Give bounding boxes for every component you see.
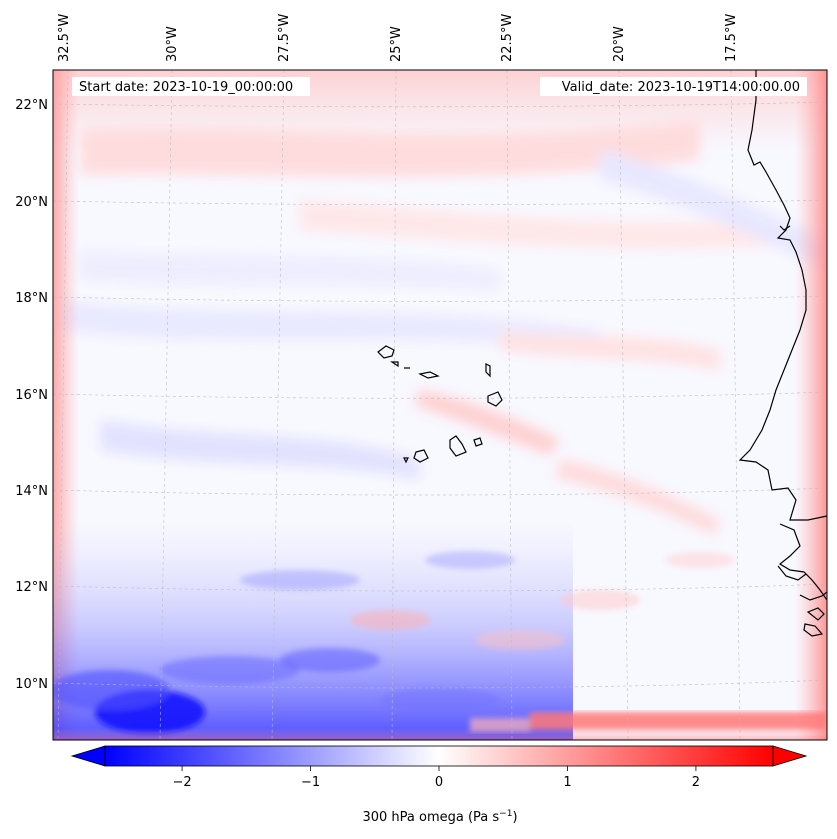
longitude-labels: 32.5°W 30°W 27.5°W 25°W 22.5°W 20°W 17.5…: [57, 14, 739, 62]
lon-label: 22.5°W: [500, 14, 515, 62]
colorbar-title: 300 hPa omega (Pa s−1): [362, 809, 517, 825]
lon-label: 32.5°W: [57, 14, 72, 62]
west-africa-coastline: [738, 70, 827, 637]
colorbar-title-end: ): [512, 810, 517, 825]
colorbar-tick-label: 2: [692, 775, 700, 790]
colorbar-title-main: 300 hPa omega (Pa s: [362, 810, 499, 825]
lat-label: 12°N: [15, 580, 48, 595]
lon-label: 30°W: [165, 26, 180, 62]
valid-date-label: Valid_date: 2023-10-19T14:00:00.00: [562, 80, 800, 95]
lat-label: 22°N: [15, 98, 48, 113]
lat-label: 16°N: [15, 388, 48, 403]
lon-label: 25°W: [389, 26, 404, 62]
start-date-label: Start date: 2023-10-19_00:00:00: [79, 80, 293, 95]
lat-label: 20°N: [15, 195, 48, 210]
colorbar: −2 −1 0 1 2 300 hPa omega (Pa s−1): [70, 745, 808, 825]
colorbar-extend-high: [772, 745, 808, 767]
colorbar-gradient: [104, 745, 774, 767]
lat-label: 10°N: [15, 677, 48, 692]
lon-label: 20°W: [612, 26, 627, 62]
lat-label: 18°N: [15, 291, 48, 306]
lon-label: 27.5°W: [277, 14, 292, 62]
colorbar-tick-label: −1: [301, 775, 320, 790]
omega-field: [53, 70, 827, 740]
latitude-labels: 22°N 20°N 18°N 16°N 14°N 12°N 10°N: [15, 98, 48, 692]
graticule: [53, 70, 827, 740]
lat-label: 14°N: [15, 484, 48, 499]
colorbar-ticks: −2 −1 0 1 2: [172, 766, 700, 790]
colorbar-tick-label: 0: [435, 775, 443, 790]
lon-label: 17.5°W: [724, 14, 739, 62]
colorbar-title-exponent: −1: [499, 809, 512, 819]
map-frame: [52, 69, 828, 741]
colorbar-extend-low: [70, 745, 106, 767]
cape-verde-islands: [377, 345, 503, 464]
colorbar-tick-label: −2: [172, 775, 191, 790]
colorbar-tick-label: 1: [563, 775, 571, 790]
